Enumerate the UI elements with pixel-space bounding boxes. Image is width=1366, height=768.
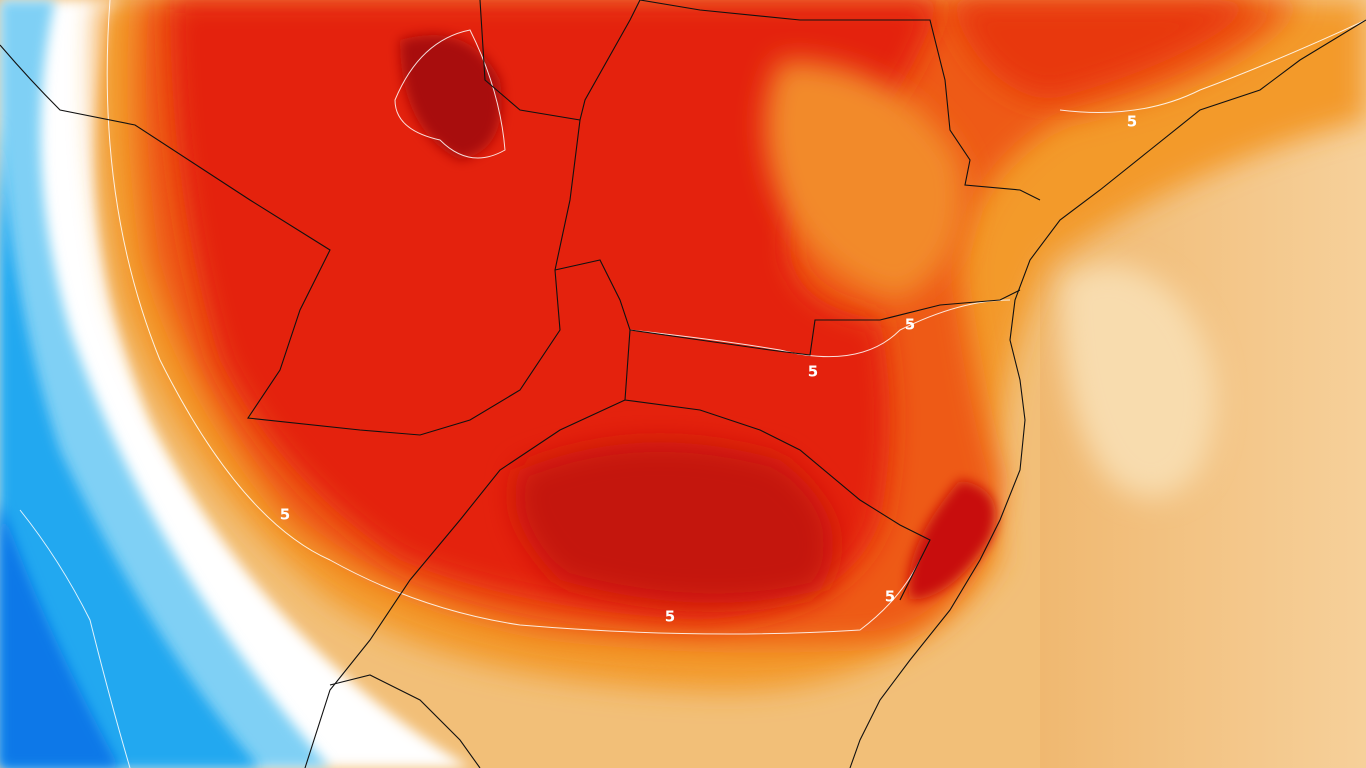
border-line <box>629 289 1021 356</box>
extreme-patch <box>908 480 996 600</box>
warm-patch <box>765 60 964 300</box>
extreme-patch <box>400 35 502 160</box>
contour-label: 5 <box>905 316 915 334</box>
border-line <box>0 0 641 436</box>
contour-line <box>629 299 1011 358</box>
cold-core-deep <box>0 500 120 768</box>
border-line <box>479 0 581 121</box>
contour-line <box>1059 19 1366 113</box>
contour-label: 5 <box>808 363 818 381</box>
extreme-patch <box>515 442 834 603</box>
contour-label: 5 <box>665 608 675 626</box>
contour-line <box>394 29 506 159</box>
contour-label: 5 <box>1127 113 1137 131</box>
border-line <box>329 674 481 768</box>
border-line <box>304 399 626 768</box>
hot-patch-ne <box>950 0 1260 100</box>
light-patch <box>1060 264 1216 498</box>
contour-label: 5 <box>280 506 290 524</box>
cold-core <box>0 120 260 768</box>
contour-label: 5 <box>885 588 895 606</box>
contour-labels: 5 5 5 5 5 5 <box>280 113 1137 626</box>
contours <box>19 0 1366 768</box>
contour-line <box>19 509 131 768</box>
border-line <box>554 259 931 601</box>
border-line <box>639 0 1041 201</box>
coastline <box>849 19 1366 768</box>
contour-line <box>106 0 921 635</box>
